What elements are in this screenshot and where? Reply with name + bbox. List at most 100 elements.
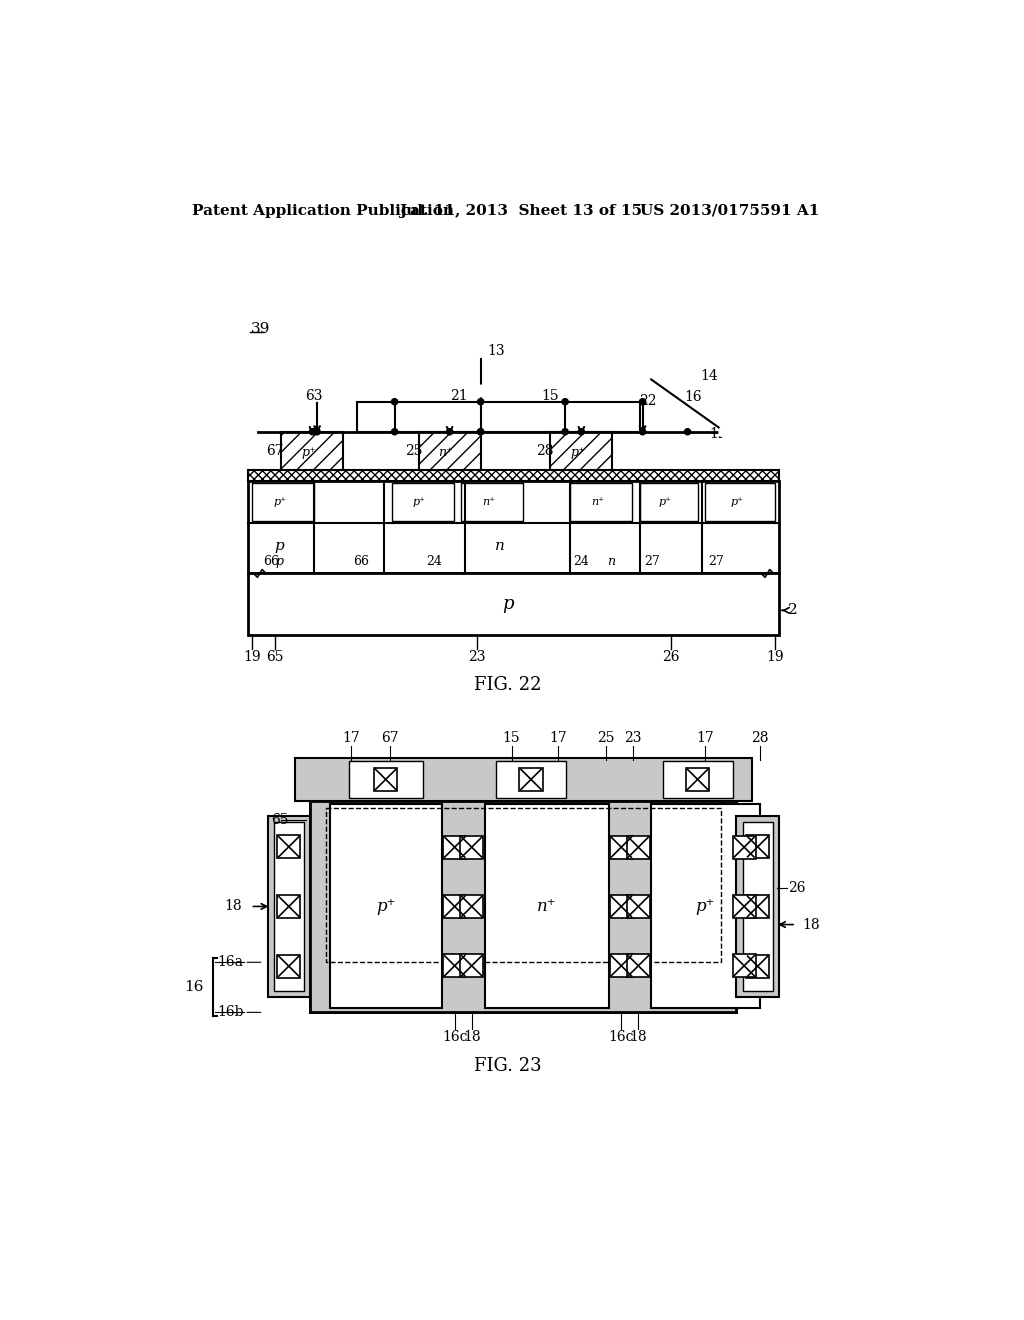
Text: Jul. 11, 2013  Sheet 13 of 15: Jul. 11, 2013 Sheet 13 of 15	[399, 203, 642, 218]
Bar	[252, 483, 314, 521]
Text: 16a: 16a	[217, 956, 243, 969]
Bar	[627, 836, 650, 859]
Text: 24: 24	[573, 556, 590, 569]
Bar	[736, 816, 779, 997]
Text: p⁺: p⁺	[376, 898, 395, 915]
Bar	[267, 816, 310, 997]
Text: 66: 66	[352, 556, 369, 569]
Text: 13: 13	[486, 345, 505, 358]
Bar	[609, 895, 633, 917]
Bar	[282, 432, 343, 470]
Text: 28: 28	[537, 444, 554, 458]
Text: 66: 66	[263, 556, 280, 569]
Bar	[732, 836, 756, 859]
Text: 39: 39	[251, 322, 270, 337]
Text: n: n	[495, 539, 505, 553]
Text: n⁺: n⁺	[482, 496, 496, 507]
Circle shape	[719, 426, 730, 437]
Bar	[248, 470, 779, 480]
Bar	[519, 768, 543, 791]
Circle shape	[640, 399, 646, 405]
Circle shape	[562, 399, 568, 405]
Bar	[278, 954, 300, 978]
Text: p⁺: p⁺	[273, 496, 287, 507]
Text: 23: 23	[468, 649, 485, 664]
Text: 26: 26	[662, 649, 679, 664]
Text: 17: 17	[696, 731, 715, 746]
Text: 16c: 16c	[442, 1030, 467, 1044]
Text: FIG. 22: FIG. 22	[474, 676, 542, 694]
Text: 16b: 16b	[217, 1006, 244, 1019]
Text: p⁺: p⁺	[659, 496, 672, 507]
Text: FIG. 23: FIG. 23	[474, 1057, 542, 1076]
Bar	[391, 483, 454, 521]
Text: n⁺: n⁺	[438, 446, 453, 459]
Bar	[461, 483, 523, 521]
Text: 67: 67	[266, 444, 284, 458]
Text: p⁺: p⁺	[301, 446, 315, 459]
Text: 25: 25	[404, 444, 422, 458]
Bar	[310, 800, 736, 1012]
Circle shape	[684, 429, 690, 434]
Bar	[443, 895, 466, 917]
Text: 21: 21	[450, 388, 467, 403]
Text: n⁺: n⁺	[537, 898, 556, 915]
Bar	[550, 432, 612, 470]
Text: p⁺: p⁺	[570, 446, 585, 459]
Text: p⁺: p⁺	[413, 496, 426, 507]
Bar	[443, 954, 466, 977]
Text: 27: 27	[708, 556, 723, 569]
Text: p⁺: p⁺	[731, 496, 743, 507]
Bar	[310, 800, 736, 1012]
Bar	[746, 895, 769, 917]
Bar	[640, 483, 697, 521]
Text: 16: 16	[184, 981, 204, 994]
Bar	[706, 483, 775, 521]
Text: 22: 22	[639, 393, 656, 408]
Circle shape	[391, 399, 397, 405]
Circle shape	[309, 429, 315, 434]
Circle shape	[477, 399, 483, 405]
Circle shape	[579, 429, 585, 434]
Bar	[663, 762, 732, 797]
Text: 15: 15	[503, 731, 520, 746]
Circle shape	[391, 429, 397, 434]
Text: 63: 63	[305, 388, 323, 403]
Bar	[627, 954, 650, 977]
Bar	[248, 480, 779, 573]
Circle shape	[314, 429, 321, 434]
Bar	[609, 836, 633, 859]
Text: 19: 19	[243, 649, 261, 664]
Bar	[627, 895, 650, 917]
Text: 24: 24	[426, 556, 442, 569]
Bar	[273, 822, 304, 991]
Bar	[651, 804, 760, 1008]
Text: 15: 15	[541, 388, 559, 403]
Text: n⁺: n⁺	[591, 496, 604, 507]
Text: 18: 18	[630, 1030, 647, 1044]
Bar	[569, 483, 632, 521]
Text: 18: 18	[224, 899, 242, 913]
Text: Patent Application Publication: Patent Application Publication	[191, 203, 454, 218]
Bar	[686, 768, 710, 791]
Text: 65: 65	[266, 649, 284, 664]
Text: US 2013/0175591 A1: US 2013/0175591 A1	[640, 203, 819, 218]
Text: n: n	[607, 556, 615, 569]
Bar	[609, 954, 633, 977]
Bar	[278, 836, 300, 858]
Bar	[248, 470, 779, 480]
Text: p: p	[274, 539, 284, 553]
Text: 67: 67	[381, 731, 398, 746]
Text: p⁺: p⁺	[695, 898, 715, 915]
Bar	[460, 954, 483, 977]
Bar	[742, 822, 773, 991]
Text: 17: 17	[342, 731, 359, 746]
Bar	[374, 768, 397, 791]
Bar	[732, 895, 756, 917]
Bar	[496, 762, 566, 797]
Bar	[419, 432, 480, 470]
Bar	[349, 762, 423, 797]
Bar	[746, 836, 769, 858]
Circle shape	[446, 429, 453, 434]
Bar	[326, 808, 721, 962]
